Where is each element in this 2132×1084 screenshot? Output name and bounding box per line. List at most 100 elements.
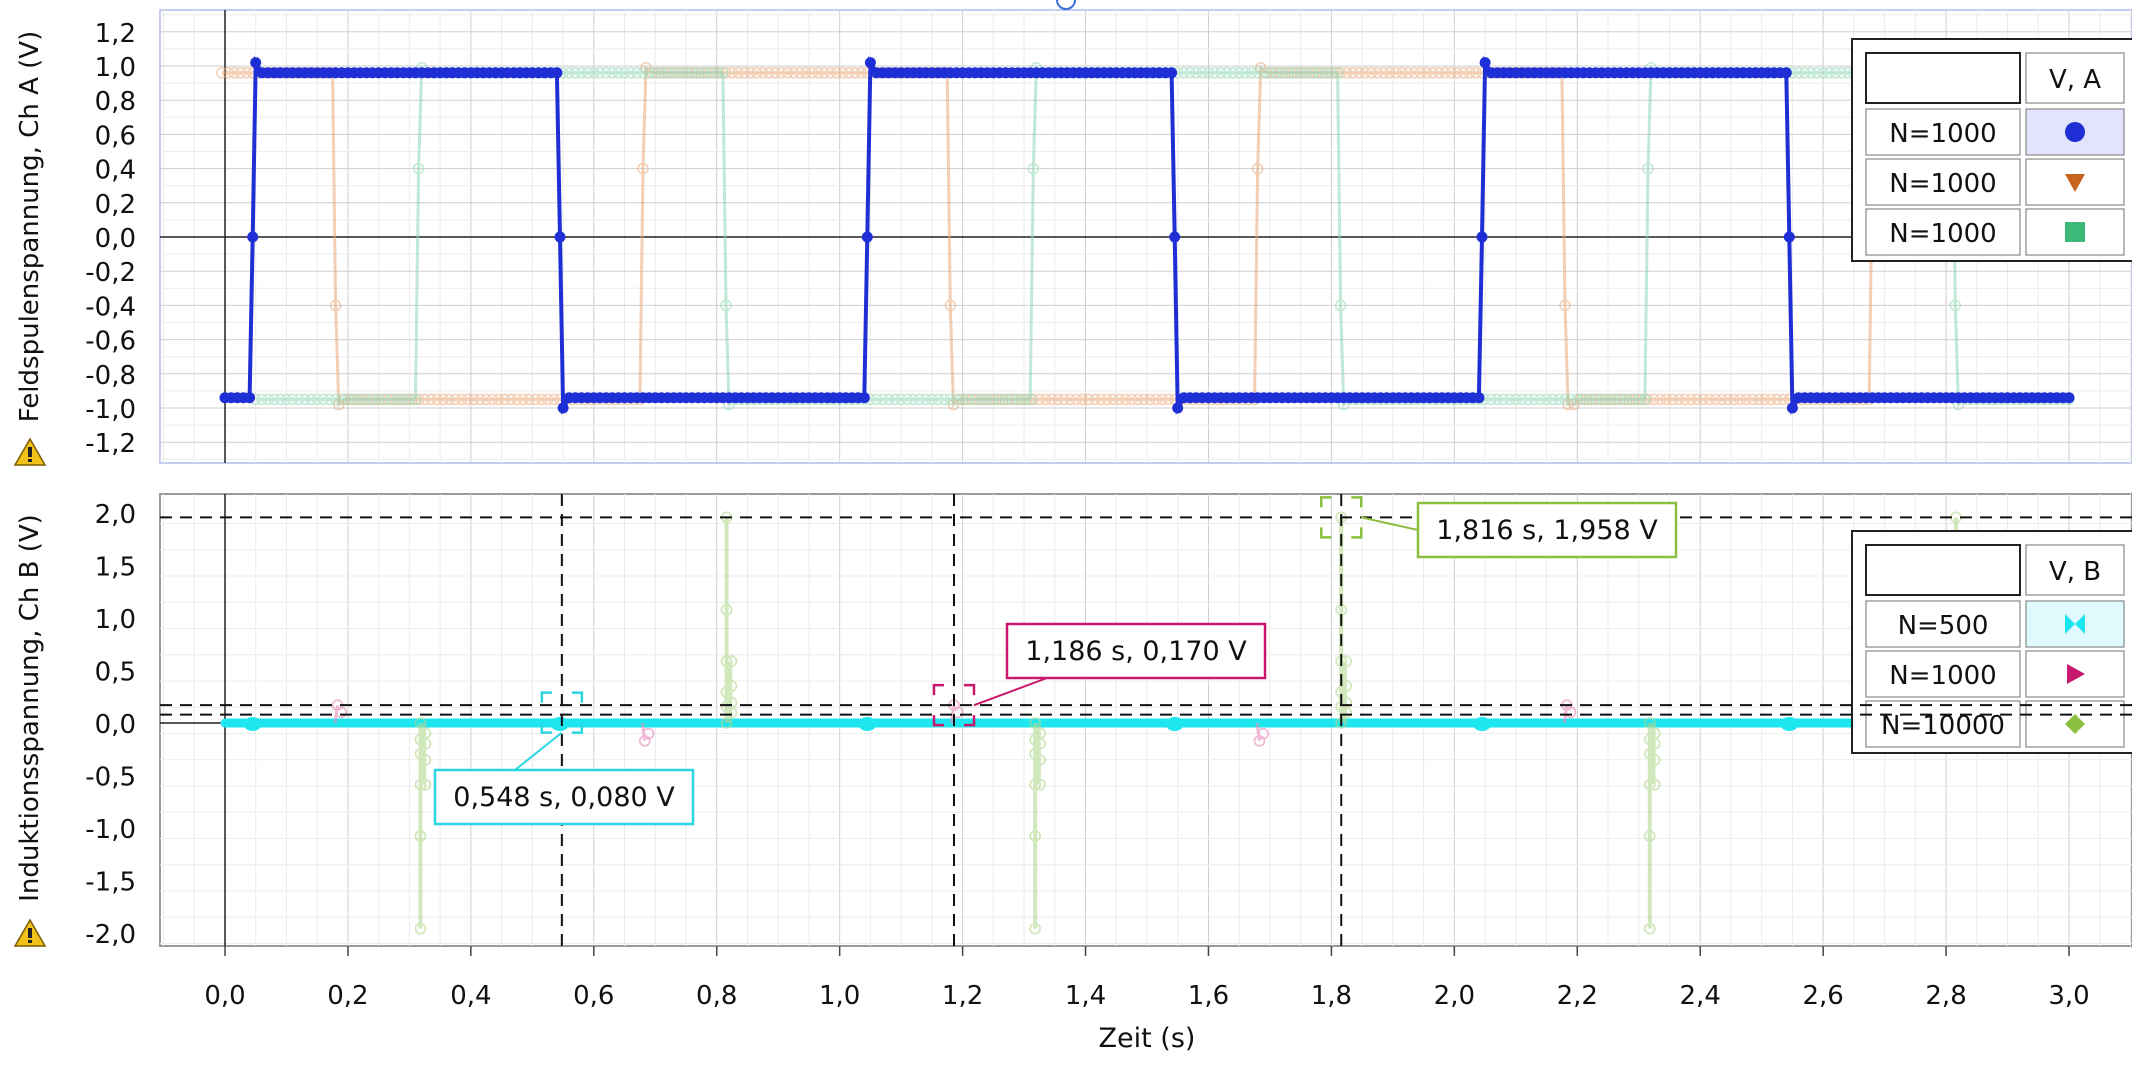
y-tick-label-top: 1,0	[95, 53, 136, 83]
data-point	[1006, 393, 1018, 406]
legend-header: V, B	[2049, 557, 2101, 587]
y-tick-label-top: 1,2	[95, 19, 136, 49]
data-point	[1052, 393, 1064, 406]
data-point	[1780, 67, 1792, 79]
data-point	[763, 67, 775, 79]
data-point	[818, 67, 831, 79]
data-point	[1660, 393, 1673, 406]
legend-header-cell	[2025, 544, 2125, 596]
data-point	[720, 299, 732, 312]
data-point	[1648, 737, 1661, 750]
data-point	[1029, 830, 1042, 842]
data-point	[234, 67, 247, 79]
x-tick-label: 1,4	[1065, 981, 1106, 1011]
data-point	[1138, 393, 1150, 406]
legend-entry-label: N=1000	[1889, 219, 1996, 249]
warning-dot	[28, 459, 32, 462]
data-point	[581, 67, 594, 79]
data-point	[649, 67, 662, 79]
legend-entry-label: N=1000	[1889, 169, 1996, 199]
data-point	[969, 393, 981, 406]
legend-empty-cell[interactable]	[1865, 544, 2021, 596]
data-point	[661, 67, 674, 79]
data-point	[720, 717, 733, 729]
resize-handle-icon[interactable]	[1056, 0, 1076, 10]
data-point	[419, 737, 432, 750]
data-point	[1390, 67, 1402, 79]
data-point	[698, 67, 711, 79]
data-point	[855, 67, 867, 79]
data-point	[1331, 67, 1344, 79]
series-a-1	[219, 55, 2075, 416]
data-point	[744, 67, 757, 79]
data-point	[1294, 67, 1307, 79]
data-point	[1639, 393, 1651, 406]
data-point	[750, 67, 763, 79]
data-point	[1559, 299, 1571, 312]
data-point	[956, 393, 969, 406]
crosshair-1	[160, 494, 2132, 946]
data-point	[618, 67, 631, 79]
data-point	[311, 393, 323, 406]
bottom-plot-area	[159, 493, 2132, 947]
data-point	[397, 393, 410, 406]
legend-header: V, A	[2049, 65, 2101, 95]
data-point	[843, 67, 855, 79]
x-tick-label: 0,6	[573, 981, 614, 1011]
data-point	[575, 67, 588, 79]
warning-icon-bottom[interactable]	[13, 918, 47, 947]
warning-icon-top[interactable]	[13, 437, 47, 466]
data-point	[414, 922, 427, 935]
data-point	[1012, 393, 1024, 406]
data-point	[1125, 393, 1138, 406]
data-point	[725, 696, 738, 709]
data-point	[674, 67, 686, 79]
data-point	[1643, 830, 1656, 842]
annotation-box	[433, 768, 695, 826]
data-point	[569, 67, 582, 79]
data-point	[1034, 778, 1046, 791]
annotation-marker	[1319, 496, 1363, 539]
y-tick-label-bottom: -2,0	[85, 920, 136, 950]
data-point	[830, 67, 843, 79]
series-b-1	[220, 717, 2062, 732]
annotation-box	[1005, 622, 1267, 680]
x-axis-title: Zeit (s)	[1099, 1023, 1196, 1054]
y-tick-label-top: -0,2	[85, 258, 136, 288]
data-point	[1798, 67, 1811, 79]
annotation-leader	[973, 677, 1048, 707]
data-point	[1758, 393, 1771, 406]
data-point	[1473, 392, 1485, 404]
data-point	[1341, 67, 1353, 79]
x-tick-label: 0,4	[450, 981, 491, 1011]
data-point	[1347, 67, 1359, 79]
data-point	[563, 67, 575, 79]
data-point	[449, 393, 462, 406]
legend-entry-label: N=1000	[1889, 661, 1996, 691]
data-point	[1746, 393, 1759, 406]
legend-entry-label: N=1000	[1889, 119, 1996, 149]
legend-bottom[interactable]: V, B N=500 N=1000 N=10000	[1851, 530, 2132, 754]
data-point	[1202, 67, 1215, 79]
data-point	[1740, 393, 1753, 406]
y-tick-label-top: 0,8	[95, 87, 136, 117]
data-point	[323, 393, 336, 406]
data-point	[883, 393, 895, 406]
series-a-2-line	[221, 64, 2066, 408]
legend-empty-cell[interactable]	[1865, 52, 2021, 104]
data-point	[993, 393, 1006, 406]
x-tick-label: 1,0	[819, 981, 860, 1011]
legend-marker-diamond	[2065, 714, 2085, 734]
y-tick-label-bottom: 0,0	[95, 710, 136, 740]
legend-label-cell	[1865, 600, 2021, 648]
legend-entry-label: N=10000	[1881, 711, 2005, 741]
legend-top[interactable]: V, A N=1000 N=1000 N=1000	[1851, 38, 2132, 262]
data-point	[1119, 393, 1132, 406]
data-point	[1384, 67, 1396, 79]
data-point	[1076, 393, 1089, 406]
data-point	[280, 393, 293, 406]
data-point	[1113, 393, 1126, 406]
x-tick-label: 0,2	[327, 981, 368, 1011]
data-point	[550, 717, 569, 732]
